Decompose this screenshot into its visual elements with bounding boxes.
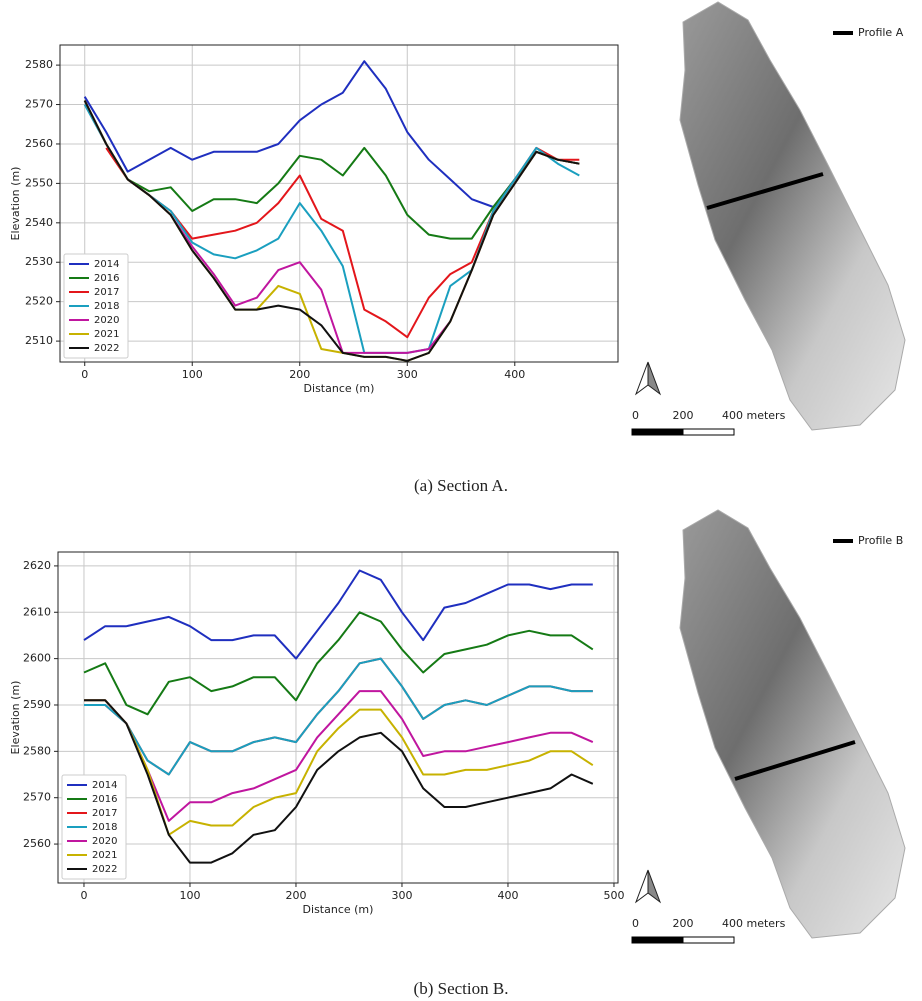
x-tick-label: 0 (80, 889, 87, 902)
map: Profile A 0 200 400 meters (632, 2, 905, 435)
y-tick-label: 2610 (23, 605, 51, 618)
x-tick-label: 400 (497, 889, 518, 902)
scale-bar (632, 937, 683, 943)
y-tick-label: 2580 (23, 744, 51, 757)
scale-bar (683, 429, 734, 435)
legend-label: 2016 (92, 794, 117, 805)
legend-label: 2021 (94, 329, 119, 340)
legend-label: 2016 (94, 273, 119, 284)
y-tick-label: 2620 (23, 559, 51, 572)
map: Profile B 0 200 400 meters (632, 510, 905, 943)
legend-label: 2022 (92, 864, 117, 875)
x-tick-label: 100 (182, 368, 203, 381)
scale-bar (683, 937, 734, 943)
x-tick-label: 0 (81, 368, 88, 381)
legend-label: 2014 (92, 780, 117, 791)
y-tick-label: 2590 (23, 698, 51, 711)
legend-label: 2021 (92, 850, 117, 861)
lines (85, 61, 580, 361)
legend-label: 2022 (94, 343, 119, 354)
plot-frame (60, 45, 618, 362)
y-axis-label: Elevation (m) (9, 167, 22, 241)
y-tick-label: 2570 (25, 98, 53, 111)
scale-label: 400 meters (722, 409, 786, 422)
scale-label: 0 (632, 917, 639, 930)
x-tick-label: 300 (391, 889, 412, 902)
north-arrow (648, 362, 660, 394)
y-tick-label: 2540 (25, 216, 53, 229)
legend-label: 2020 (92, 836, 117, 847)
scale-label: 200 (673, 409, 694, 422)
line-series (84, 691, 593, 821)
y-tick-label: 2530 (25, 255, 53, 268)
line-series (84, 612, 593, 714)
x-tick-label: 200 (289, 368, 310, 381)
y-tick-label: 2600 (23, 652, 51, 665)
chart: 0 100 200 300 400 2510 2520 2530 2540 2550 2560 257… (9, 45, 618, 395)
y-tick-label: 2570 (23, 791, 51, 804)
scale-bar (632, 429, 683, 435)
map-relief (680, 2, 905, 430)
caption: (b) Section B. (414, 979, 509, 998)
x-tick-label: 100 (179, 889, 200, 902)
line-series (84, 571, 593, 659)
legend-label: 2020 (94, 315, 119, 326)
legend-label: 2018 (92, 822, 117, 833)
line-series (84, 700, 593, 862)
legend-label: 2017 (94, 287, 119, 298)
line-series (84, 700, 593, 835)
x-tick-label: 200 (285, 889, 306, 902)
x-tick-label: 300 (397, 368, 418, 381)
legend-label: 2014 (94, 259, 119, 270)
figure: 0 100 200 300 400 2510 2520 2530 2540 2550 2560 257… (0, 0, 922, 1001)
x-tick-label: 400 (504, 368, 525, 381)
line-series (85, 61, 580, 207)
scale-label: 400 meters (722, 917, 786, 930)
map-legend-label: Profile B (858, 534, 903, 547)
line-series (85, 101, 580, 353)
x-axis-label: Distance (m) (304, 382, 375, 395)
y-axis-label: Elevation (m) (9, 681, 22, 755)
y-tick-label: 2560 (23, 837, 51, 850)
y-tick-label: 2510 (25, 334, 53, 347)
north-arrow (636, 870, 648, 902)
line-series (85, 101, 580, 239)
line-series (84, 659, 593, 775)
scale-label: 0 (632, 409, 639, 422)
legend-label: 2018 (94, 301, 119, 312)
map-relief (680, 510, 905, 938)
map-legend-label: Profile A (858, 26, 904, 39)
y-tick-label: 2580 (25, 58, 53, 71)
north-arrow (648, 870, 660, 902)
lines (84, 571, 593, 863)
x-tick-label: 500 (603, 889, 624, 902)
y-tick-label: 2560 (25, 137, 53, 150)
legend-label: 2017 (92, 808, 117, 819)
caption: (a) Section A. (414, 476, 508, 495)
scale-label: 200 (673, 917, 694, 930)
y-tick-label: 2520 (25, 295, 53, 308)
line-series (85, 105, 580, 353)
y-tick-label: 2550 (25, 176, 53, 189)
chart: 0 100 200 300 400 500 2560 2570 2580 2590 2600 2610… (9, 552, 624, 916)
line-series (84, 659, 593, 775)
plot-frame (58, 552, 618, 883)
north-arrow (636, 362, 648, 394)
x-axis-label: Distance (m) (303, 903, 374, 916)
